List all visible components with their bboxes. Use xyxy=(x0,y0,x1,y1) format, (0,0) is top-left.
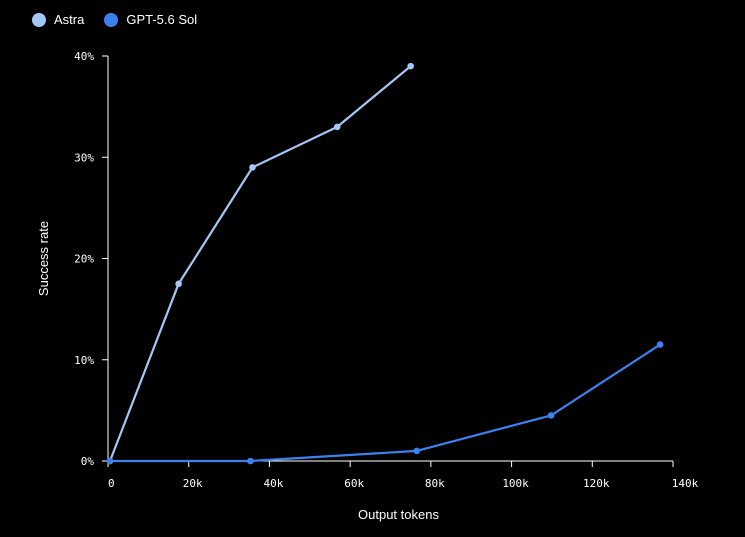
data-point-astra[interactable] xyxy=(333,123,341,131)
legend-label-gpt-sol: GPT-5.6 Sol xyxy=(126,12,198,27)
x-tick-label: 60k xyxy=(344,477,364,490)
legend-swatch-gpt-sol xyxy=(104,12,119,27)
series-line-gpt-5-6-sol xyxy=(108,343,662,463)
data-point-gpt-5-6-sol[interactable] xyxy=(656,341,664,348)
y-tick-label: 40% xyxy=(74,50,94,63)
y-tick-label: 20% xyxy=(74,253,94,266)
legend-label-astra: Astra xyxy=(54,12,85,27)
data-point-gpt-5-6-sol[interactable] xyxy=(413,447,421,455)
x-tick-label: 140k xyxy=(672,477,699,490)
x-tick-label: 0 xyxy=(108,477,115,490)
data-point-astra[interactable] xyxy=(175,280,182,288)
legend-item-astra[interactable]: Astra xyxy=(32,12,84,27)
x-tick-label: 20k xyxy=(183,477,203,490)
chart-axes: 0% 10% 20% 30% 40% 0 20k 40k 60k 80k 100k 120k 140k xyxy=(74,50,698,490)
y-axis-title: Success rate xyxy=(36,221,51,296)
y-tick-label: 0% xyxy=(81,455,95,468)
x-tick-label: 80k xyxy=(425,477,445,490)
legend-swatch-astra xyxy=(32,12,46,27)
series-astra xyxy=(106,62,414,465)
data-point-gpt-5-6-sol[interactable] xyxy=(106,457,114,465)
legend-item-gpt-sol[interactable]: GPT-5.6 Sol xyxy=(104,12,197,27)
x-tick-label: 100k xyxy=(502,477,529,490)
x-tick-label: 120k xyxy=(583,477,610,490)
x-axis-title: Output tokens xyxy=(358,507,439,522)
series-layer xyxy=(106,62,664,465)
y-tick-label: 30% xyxy=(74,151,94,164)
x-tick-label: 40k xyxy=(263,477,283,490)
chart-legend: Astra GPT-5.6 Sol xyxy=(32,12,197,27)
data-point-astra[interactable] xyxy=(249,164,256,171)
data-point-gpt-5-6-sol[interactable] xyxy=(247,457,254,465)
data-point-gpt-5-6-sol[interactable] xyxy=(547,412,555,419)
series-gpt-5-6-sol xyxy=(106,341,664,465)
series-line-astra xyxy=(108,65,412,463)
data-point-astra[interactable] xyxy=(407,62,414,70)
y-tick-label: 10% xyxy=(74,354,94,367)
